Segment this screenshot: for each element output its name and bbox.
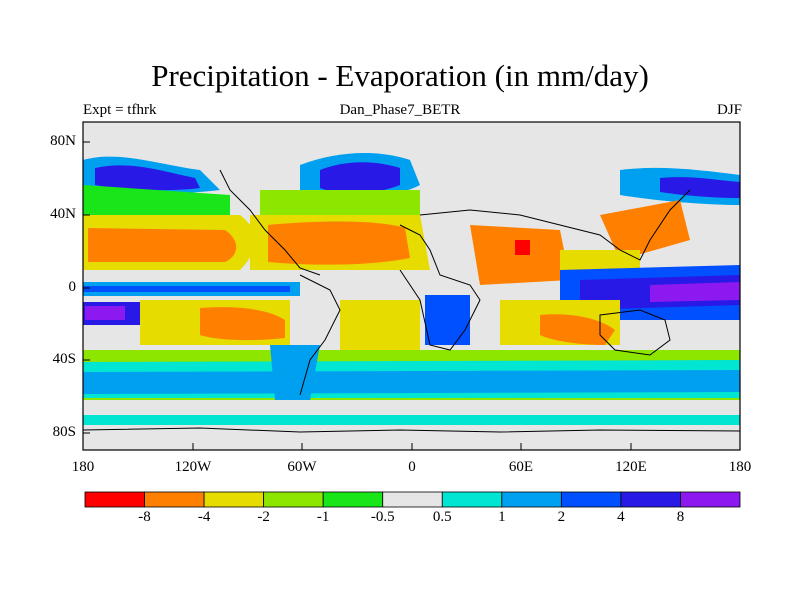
x-ticks	[82, 443, 741, 450]
x-label-120w: 120W	[174, 459, 212, 475]
x-label-60e: 60E	[508, 459, 534, 475]
spcz-purple	[650, 282, 740, 302]
colorbar-label: 1	[498, 509, 506, 525]
colorbar-swatch	[560, 491, 622, 508]
eurasia-coast	[419, 189, 691, 261]
colorbar-label: 0.5	[432, 509, 452, 525]
colorbar-label: -4	[197, 509, 211, 525]
map-field	[83, 122, 740, 450]
y-label-80s: 80S	[52, 424, 76, 440]
s-atlantic-yellow	[340, 300, 420, 350]
colorbar-swatch	[501, 491, 562, 508]
y-label-40s: 40S	[52, 351, 76, 367]
w-pacific-orange	[600, 200, 690, 260]
antarctica	[83, 425, 740, 450]
n-america-coast	[219, 169, 321, 276]
colorbar-label: 4	[617, 509, 625, 525]
antarctica-coast	[83, 427, 740, 433]
n-pacific-green	[83, 185, 230, 215]
colorbar-swatch	[203, 491, 265, 508]
colorbar-swatch	[382, 491, 443, 508]
x-label-180e: 180	[728, 459, 752, 475]
colorbar-label: -0.5	[370, 509, 395, 525]
y-label-40n: 40N	[50, 206, 76, 222]
colorbar-label: -8	[138, 509, 151, 525]
x-label-0: 0	[408, 459, 416, 475]
x-label-120e: 120E	[615, 459, 647, 475]
n-atlantic-storm	[320, 162, 400, 194]
red-sea-red	[515, 240, 530, 255]
s-africa-blue	[425, 295, 470, 345]
n-atlantic-subtropic-orange	[268, 221, 410, 265]
s-america-coast	[299, 274, 341, 396]
x-label-60w: 60W	[287, 459, 317, 475]
colorbar-swatch	[680, 491, 741, 508]
australia-coast	[599, 309, 671, 356]
s-pacific-orange	[200, 307, 285, 341]
y-ticks	[83, 141, 90, 434]
x-label-180w: 180	[71, 459, 95, 475]
s-indian-orange	[540, 314, 615, 345]
experiment-label: Expt = tfhrk	[83, 102, 157, 118]
colorbar-swatch	[144, 491, 205, 508]
case-label: Dan_Phase7_BETR	[339, 102, 461, 118]
colorbar	[84, 491, 741, 508]
colorbar-swatch	[263, 491, 324, 508]
coastlines	[83, 169, 740, 433]
southern-ocean-light	[83, 400, 740, 415]
itcz-pacific-core	[83, 286, 290, 292]
colorbar-swatch	[441, 491, 503, 508]
colorbar-swatch	[322, 491, 384, 508]
colorbar-label: -2	[257, 509, 270, 525]
colorbar-swatch	[620, 491, 681, 508]
spcz-east-purple	[85, 306, 125, 320]
colorbar-label: 2	[557, 509, 566, 525]
colorbar-label: 8	[676, 509, 685, 525]
n-atlantic-green	[260, 190, 420, 215]
y-label-80n: 80N	[50, 133, 76, 149]
n-pacific-storm	[95, 165, 200, 191]
s-america-blue	[270, 345, 320, 400]
africa-coast	[399, 224, 481, 351]
y-label-0: 0	[68, 279, 77, 295]
nw-pacific-storm	[660, 177, 740, 198]
colorbar-label: -1	[316, 509, 330, 525]
season-label: DJF	[716, 102, 742, 118]
map-title: Precipitation - Evaporation (in mm/day)	[151, 58, 649, 93]
s-storm-blue	[83, 370, 740, 394]
n-subtropic-orange-west	[88, 228, 237, 262]
colorbar-swatch	[84, 491, 145, 508]
